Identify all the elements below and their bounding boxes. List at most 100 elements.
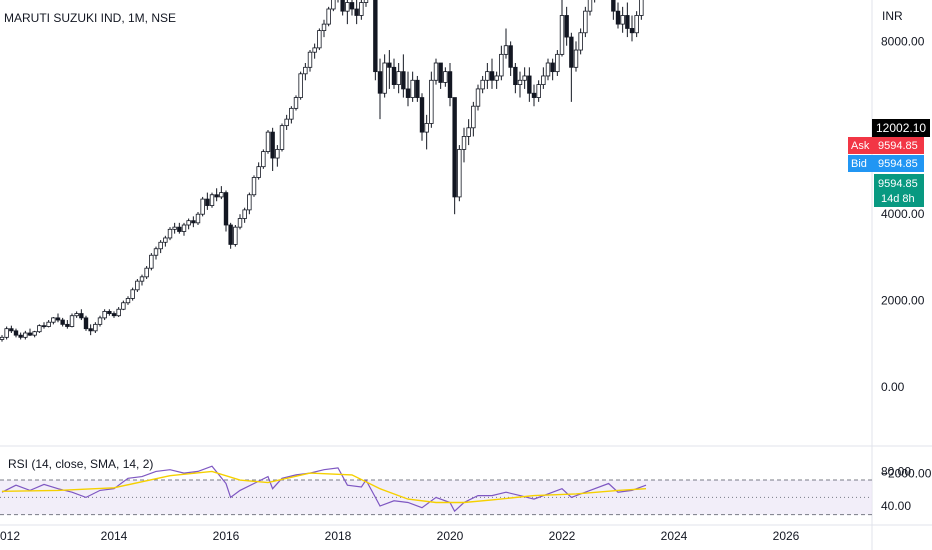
candle-body [284,118,289,127]
candle-up [363,0,369,7]
rsi-pane[interactable]: 80.00 40.00 [0,464,911,516]
candle-down [531,84,537,107]
candle-up [345,0,350,25]
time-tick-label: 2022 [549,529,576,543]
level-price-tag: 12002.10 [872,119,930,137]
candle-down [205,192,210,210]
candle-body [153,248,159,256]
candle-down [191,216,196,228]
candle-up [242,207,247,223]
candle-body [452,97,457,198]
candle-body [265,131,271,152]
candle-body [228,224,233,245]
candle-down [83,315,89,331]
candle-up [471,101,476,137]
candle-body [41,325,47,328]
price-tick-label: 0.00 [881,380,905,394]
candle-up [121,300,126,311]
candle-body [111,313,117,317]
candle-body [583,10,588,34]
candle-body [489,71,495,81]
candle-body [37,325,42,333]
candle-down [13,328,19,338]
candle-body [251,177,257,196]
candle-body [615,10,621,25]
candle-body [541,75,546,85]
candle-body [125,298,131,304]
candle-body [279,125,285,150]
candle-body [195,213,201,224]
candle-body [550,62,555,73]
candle-body [102,310,107,319]
candle-up [396,63,401,94]
candle-up [559,0,565,57]
chart-title: MARUTI SUZUKI IND, 1M, NSE [4,11,176,25]
candle-body [312,47,317,53]
candle-up [326,6,331,27]
candle-body [149,254,154,269]
candle-down [340,0,345,16]
candle-body [270,131,275,159]
price-tick-label: 2000.00 [881,294,925,308]
candle-body [97,317,103,325]
candle-body [410,79,415,98]
rsi-line [1,465,647,513]
candle-body [475,88,481,107]
candle-down [223,190,229,232]
candle-body [377,71,383,94]
candle-down [438,62,443,89]
candle-up [153,246,159,260]
candle-body [485,71,490,81]
time-tick-label: 2016 [213,529,240,543]
candle-body [503,45,509,55]
candle-down [625,2,630,38]
candle-up [284,114,289,130]
candle-body [536,84,541,98]
candle-body [457,148,462,198]
rsi-indicator-label[interactable]: RSI (14, close, SMA, 14, 2) [8,457,153,471]
candle-body [419,97,425,133]
candle-up [457,145,462,202]
candle-down [41,322,47,329]
candle-body [172,226,177,230]
candle-down [419,93,425,141]
candle-body [559,15,565,55]
candle-body [13,330,19,336]
candle-up [433,58,439,85]
candle-up [307,50,313,72]
candle-body [23,332,28,338]
candle-body [233,226,238,245]
candle-body [88,328,93,332]
candle-up [4,326,9,340]
level-price-value: 12002.10 [876,121,926,135]
bar-countdown: 14d 8h [881,193,915,205]
candle-up [317,28,322,51]
candle-body [513,66,518,86]
candle-up [321,19,327,38]
candle-up [247,192,252,215]
candle-body [275,148,280,159]
bid-price-tag: Bid 9594.85 [848,155,924,172]
candlesticks [0,0,644,342]
candle-body [625,15,630,29]
candle-body [461,136,467,150]
candle-down [415,75,420,102]
ask-label: Ask [851,140,870,152]
candle-body [298,73,303,98]
candle-up [135,279,140,292]
candle-down [611,0,616,20]
candle-down [452,97,457,215]
candle-down [60,317,65,327]
candle-down [489,58,495,89]
candle-body [4,328,9,338]
candle-body [401,71,406,90]
candle-up [32,330,37,338]
candle-body [522,75,527,81]
candle-body [261,151,266,168]
candle-body [237,218,243,228]
candle-body [51,317,56,323]
candle-down [9,325,14,333]
candle-up [74,311,79,318]
candle-down [107,309,112,316]
